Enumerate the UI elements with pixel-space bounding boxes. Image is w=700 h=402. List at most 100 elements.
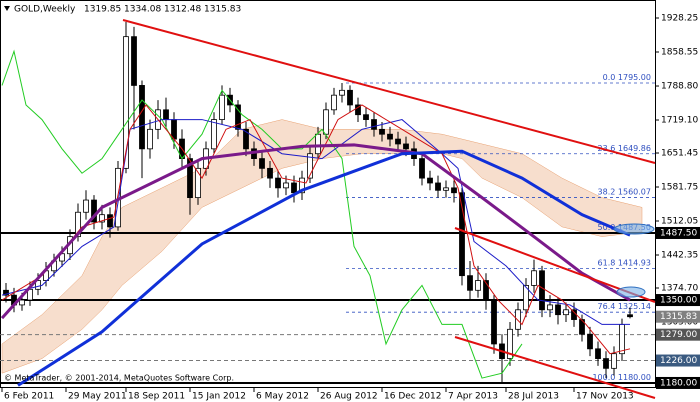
header: GOLD,Weekly 1319.85 1334.08 1312.48 1315…	[4, 5, 241, 15]
candle-body	[275, 177, 281, 189]
fib-label: 23.6 1649.86	[598, 143, 651, 152]
y-tick-label: 1719.10	[661, 116, 698, 126]
candle-body	[363, 114, 369, 120]
indicator-line	[0, 143, 631, 320]
candle-body	[3, 289, 9, 296]
candle-body	[419, 158, 425, 179]
level-label: 1180.00	[660, 378, 697, 388]
candle-body	[339, 89, 345, 96]
candle-body	[123, 36, 129, 169]
level-label-bg	[656, 226, 700, 239]
candle-body	[139, 85, 145, 150]
ellipses	[613, 223, 655, 298]
candle-body	[195, 167, 201, 199]
indicator-line	[1, 104, 631, 355]
ellipse-marker	[613, 223, 655, 235]
copyright: © MetaTrader, © 2001-2014, MetaQuotes So…	[4, 374, 234, 383]
fib-level-label: 100.0	[592, 372, 615, 381]
candle-body	[19, 299, 25, 306]
trend-line	[122, 19, 656, 164]
candle-body	[235, 104, 241, 130]
candle-body	[35, 280, 41, 290]
candle-body	[403, 143, 409, 150]
close-value: 1315.83	[204, 5, 241, 15]
x-tick-label: 29 May 2011	[68, 392, 127, 402]
fib-price-label: 1795.00	[618, 72, 651, 81]
candle-body	[451, 187, 457, 194]
level-label-bg	[656, 294, 700, 307]
y-tick-label: 1581.75	[661, 183, 698, 193]
fib-level-label: 76.4	[598, 302, 616, 311]
fib-price-label: 1325.14	[618, 302, 651, 311]
y-tick-label: 1651.45	[661, 149, 698, 159]
level-label-bg	[656, 328, 700, 341]
fib-price-label: 1180.00	[618, 372, 651, 381]
fib-level-label: 0.0	[603, 72, 616, 81]
x-tick-label: 28 Jul 2013	[508, 392, 559, 402]
candle-body	[611, 353, 617, 369]
x-tick-label: 26 Aug 2012	[320, 392, 378, 402]
candle-body	[83, 199, 89, 213]
fib-label: 76.4 1325.14	[598, 302, 651, 311]
candle-body	[603, 358, 609, 369]
candle-body	[315, 133, 321, 155]
candle-body	[283, 182, 289, 189]
y-tick-label: 1788.80	[661, 82, 698, 92]
candle-body	[291, 182, 297, 194]
indicator-line	[17, 149, 631, 387]
y-tick-label: 1858.55	[661, 47, 698, 57]
y-tick-label: 1928.25	[661, 13, 698, 23]
fib-level-label: 38.2	[598, 187, 616, 196]
candle-body	[595, 348, 601, 359]
trend-line	[454, 336, 656, 399]
fib-price-label: 1414.93	[618, 258, 651, 267]
y-tick-label: 1374.70	[661, 283, 698, 293]
candle-body	[91, 199, 97, 223]
open-value: 1319.85	[84, 5, 121, 15]
fib-label: 61.8 1414.93	[598, 258, 651, 267]
fib-price-label: 1649.86	[618, 143, 651, 152]
current-price-label-bg	[656, 310, 700, 323]
candle-body	[547, 304, 553, 311]
fib-label: 0.0 1795.00	[603, 72, 651, 81]
candle-body	[627, 314, 633, 318]
candle-body	[555, 304, 561, 316]
x-tick-label: 7 Apr 2013	[448, 392, 498, 402]
y-tick-label: 1512.05	[661, 217, 698, 227]
candle-body	[267, 167, 273, 179]
high-value: 1334.08	[124, 5, 161, 15]
candle-body	[131, 36, 137, 86]
candle-body	[483, 280, 489, 301]
level-label-bg	[656, 376, 700, 389]
fib-label: 100.0 1180.00	[592, 372, 651, 381]
fib-price-label: 1560.07	[618, 187, 651, 196]
ellipse-marker	[616, 286, 646, 298]
candle-body	[163, 109, 169, 120]
candle-body	[147, 128, 153, 150]
candle-body	[459, 192, 465, 277]
y-tick-label: 1442.35	[661, 251, 698, 261]
candle-body	[563, 309, 569, 316]
x-tick-label: 15 Jan 2012	[192, 392, 246, 402]
x-tick-label: 18 Sep 2011	[128, 392, 185, 402]
fib-level-label: 61.8	[598, 258, 616, 267]
candle-body	[587, 333, 593, 350]
candle-body	[467, 275, 473, 291]
candle-body	[299, 177, 305, 194]
symbol-title: GOLD,Weekly	[14, 5, 76, 15]
candle-body	[355, 104, 361, 116]
candle-body	[187, 158, 193, 199]
candle-body	[539, 270, 545, 311]
candle-body	[579, 319, 585, 335]
candle-body	[331, 94, 337, 111]
x-tick-label: 6 May 2012	[256, 392, 309, 402]
candle-body	[379, 128, 385, 135]
candle-body	[395, 138, 401, 145]
candle-body	[507, 328, 513, 359]
level-label-bg	[656, 354, 700, 367]
level-label: 1487.50	[660, 228, 697, 238]
level-label: 1350.00	[660, 296, 697, 306]
candle-body	[523, 285, 529, 311]
candle-body	[619, 324, 625, 355]
